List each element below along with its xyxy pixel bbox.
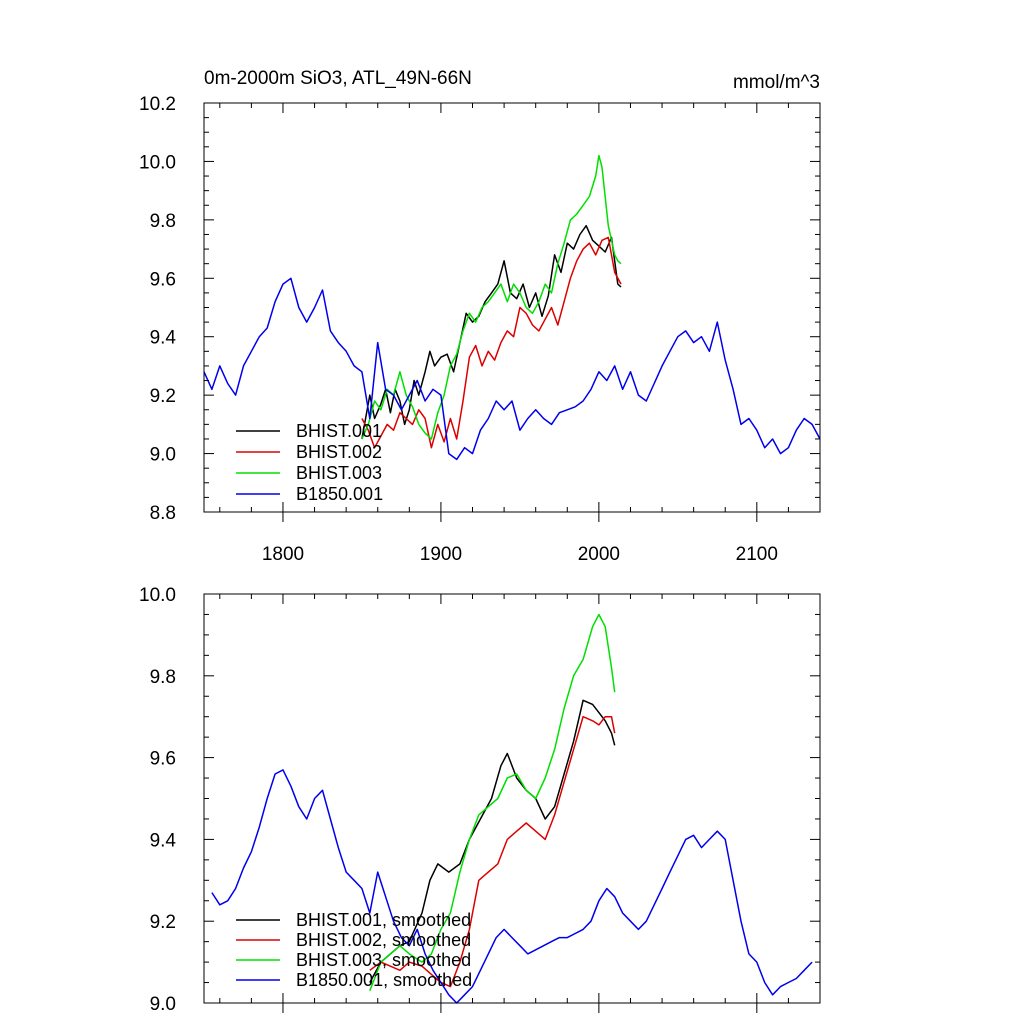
series-line-bottom-0 <box>369 699 616 983</box>
y-tick-label: 9.0 <box>150 445 176 466</box>
x-tick-label: 2000 <box>578 544 620 565</box>
y-tick-label: 9.4 <box>150 328 177 349</box>
y-tick-label: 9.8 <box>150 211 176 232</box>
y-tick-label: 8.8 <box>150 503 176 524</box>
top-series-group <box>203 154 821 461</box>
legend-label: BHIST.002, smoothed <box>296 930 471 950</box>
y-tick-label: 9.2 <box>150 386 176 407</box>
legend-label: BHIST.001 <box>296 421 382 441</box>
top-axes-group: 8.8 9.0 9.2 9.4 9.6 9.8 10.0 10.2 1800 1900 2000 21… <box>139 94 821 565</box>
series-line-bottom-1 <box>369 715 616 988</box>
top-panel: 0m-2000m SiO3, ATL_49N-66N mmol/m^3 8.8 9… <box>139 68 821 565</box>
series-line-top-0 <box>361 224 622 440</box>
y-tick-label: 10.0 <box>139 152 176 173</box>
legend-label: B1850.001, smoothed <box>296 970 472 990</box>
legend-label: BHIST.001, smoothed <box>296 910 471 930</box>
legend-label: BHIST.003, smoothed <box>296 950 471 970</box>
series-line-top-3 <box>203 277 821 461</box>
bottom-panel: 9.09.29.49.69.810.0 BHIST.001, smoothedB… <box>139 585 821 1015</box>
y-tick-label: 10.0 <box>139 585 176 606</box>
y-tick-label: 9.6 <box>150 749 176 770</box>
bottom-axes-group: 9.0 9.2 9.4 9.6 9.8 10.0 <box>139 585 821 1015</box>
y-tick-label: 9.8 <box>150 667 176 688</box>
legend-label: B1850.001 <box>296 484 383 504</box>
x-tick-label: 1800 <box>262 544 304 565</box>
y-tick-label: 10.2 <box>139 94 176 115</box>
units-label: mmol/m^3 <box>733 72 820 93</box>
bottom-series-group <box>211 613 813 1004</box>
y-tick-label: 9.6 <box>150 269 176 290</box>
series-line-top-2 <box>361 154 622 440</box>
y-tick-label: 9.0 <box>150 994 176 1015</box>
y-tick-label: 9.2 <box>150 912 176 933</box>
chart-title: 0m-2000m SiO3, ATL_49N-66N <box>204 68 472 89</box>
x-tick-label: 2100 <box>736 544 778 565</box>
x-tick-label: 1900 <box>420 544 462 565</box>
series-line-bottom-2 <box>369 613 616 991</box>
series-line-top-1 <box>361 236 622 449</box>
legend-label: BHIST.002 <box>296 442 382 462</box>
y-tick-label: 9.4 <box>150 830 177 851</box>
legend-label: BHIST.003 <box>296 463 382 483</box>
series-line-bottom-3 <box>211 769 813 1004</box>
